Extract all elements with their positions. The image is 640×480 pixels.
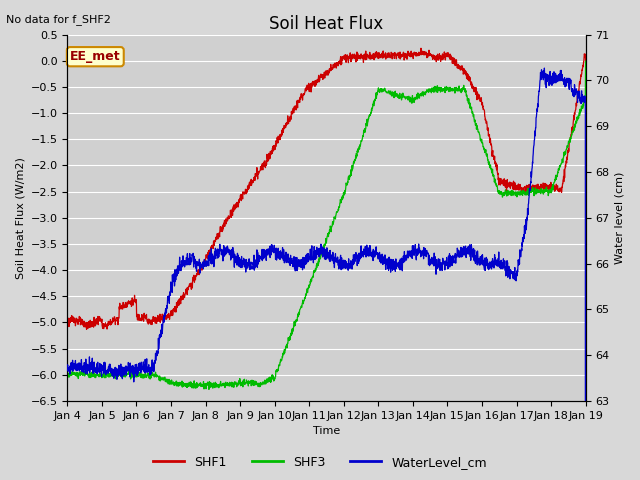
Legend: SHF1, SHF3, WaterLevel_cm: SHF1, SHF3, WaterLevel_cm (148, 451, 492, 474)
Title: Soil Heat Flux: Soil Heat Flux (269, 15, 383, 33)
Text: No data for f_SHF2: No data for f_SHF2 (6, 14, 111, 25)
X-axis label: Time: Time (313, 426, 340, 436)
Y-axis label: Soil Heat Flux (W/m2): Soil Heat Flux (W/m2) (15, 157, 25, 279)
Text: EE_met: EE_met (70, 50, 120, 63)
Y-axis label: Water level (cm): Water level (cm) (615, 171, 625, 264)
